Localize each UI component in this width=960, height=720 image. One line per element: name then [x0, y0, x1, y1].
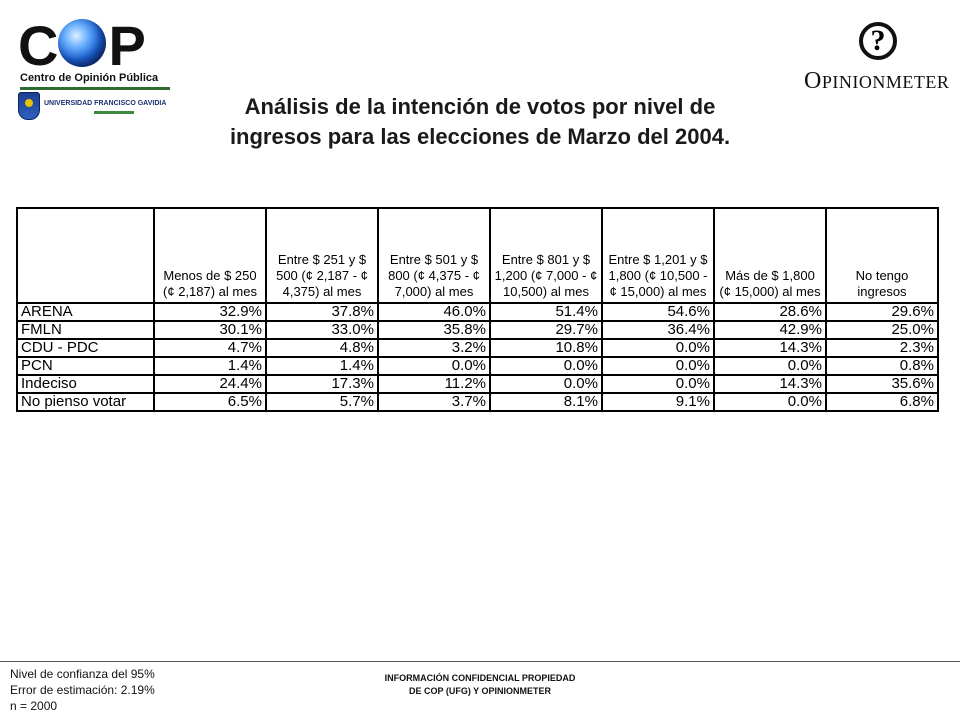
table-cell: 0.0%	[713, 356, 827, 376]
table-row: FMLN 30.1% 33.0% 35.8% 29.7% 36.4% 42.9%…	[16, 320, 939, 340]
table-cell: 4.8%	[265, 338, 379, 358]
table-row: PCN 1.4% 1.4% 0.0% 0.0% 0.0% 0.0% 0.8%	[16, 356, 939, 376]
opinionmeter-logo: ? OPINIONMETER	[800, 18, 950, 98]
globe-icon	[58, 19, 107, 67]
row-label: No pienso votar	[16, 392, 155, 412]
table-cell: 29.6%	[825, 302, 939, 322]
table-cell: 46.0%	[377, 302, 491, 322]
results-table: Menos de $ 250 (¢ 2,187) al mes Entre $ …	[16, 207, 939, 412]
title-line-2: ingresos para las elecciones de Marzo de…	[229, 124, 731, 149]
table-cell: 29.7%	[489, 320, 603, 340]
university-accent-bar	[94, 111, 134, 114]
table-cell: 5.7%	[265, 392, 379, 412]
table-cell: 30.1%	[153, 320, 267, 340]
table-row: Indeciso 24.4% 17.3% 11.2% 0.0% 0.0% 14.…	[16, 374, 939, 394]
table-cell: 42.9%	[713, 320, 827, 340]
table-cell: 0.0%	[377, 356, 491, 376]
column-header: No tengo ingresos	[825, 207, 939, 304]
column-header: Entre $ 501 y $ 800 (¢ 4,375 - ¢ 7,000) …	[377, 207, 491, 304]
table-cell: 11.2%	[377, 374, 491, 394]
table-cell: 10.8%	[489, 338, 603, 358]
table-header-row: Menos de $ 250 (¢ 2,187) al mes Entre $ …	[16, 207, 939, 304]
table-cell: 8.1%	[489, 392, 603, 412]
table-cell: 37.8%	[265, 302, 379, 322]
table-cell: 3.7%	[377, 392, 491, 412]
ufg-crest-icon	[18, 92, 40, 120]
confidentiality-notice: INFORMACIÓN CONFIDENCIAL PROPIEDAD DE CO…	[384, 673, 576, 696]
table-row: No pienso votar 6.5% 5.7% 3.7% 8.1% 9.1%…	[16, 392, 939, 412]
estimation-error: Error de estimación: 2.19%	[10, 683, 155, 697]
table-cell: 2.3%	[825, 338, 939, 358]
table-cell: 6.5%	[153, 392, 267, 412]
title-line-1: Análisis de la intención de votos por ni…	[244, 94, 716, 119]
row-label: CDU - PDC	[16, 338, 155, 358]
column-header: Más de $ 1,800 (¢ 15,000) al mes	[713, 207, 827, 304]
cop-subtitle: Centro de Opinión Pública	[20, 72, 159, 84]
table-cell: 0.0%	[713, 392, 827, 412]
table-row: ARENA 32.9% 37.8% 46.0% 51.4% 54.6% 28.6…	[16, 302, 939, 322]
table-cell: 33.0%	[265, 320, 379, 340]
table-cell: 14.3%	[713, 338, 827, 358]
opinionmeter-wordmark: OPINIONMETER	[804, 68, 950, 94]
survey-notes: Nivel de confianza del 95% Error de esti…	[10, 666, 155, 714]
table-cell: 0.0%	[601, 338, 715, 358]
row-label: ARENA	[16, 302, 155, 322]
table-cell: 9.1%	[601, 392, 715, 412]
table-cell: 54.6%	[601, 302, 715, 322]
table-cell: 25.0%	[825, 320, 939, 340]
footer-divider	[0, 661, 960, 662]
table-cell: 4.7%	[153, 338, 267, 358]
column-header: Entre $ 801 y $ 1,200 (¢ 7,000 - ¢ 10,50…	[489, 207, 603, 304]
table-cell: 51.4%	[489, 302, 603, 322]
column-header	[16, 207, 155, 304]
table-row: CDU - PDC 4.7% 4.8% 3.2% 10.8% 0.0% 14.3…	[16, 338, 939, 358]
table-cell: 1.4%	[153, 356, 267, 376]
table-cell: 14.3%	[713, 374, 827, 394]
table-cell: 17.3%	[265, 374, 379, 394]
column-header: Entre $ 1,201 y $ 1,800 (¢ 10,500 - ¢ 15…	[601, 207, 715, 304]
column-header: Menos de $ 250 (¢ 2,187) al mes	[153, 207, 267, 304]
table-cell: 6.8%	[825, 392, 939, 412]
table-cell: 0.0%	[489, 356, 603, 376]
row-label: Indeciso	[16, 374, 155, 394]
table-cell: 36.4%	[601, 320, 715, 340]
cop-divider	[20, 87, 170, 90]
row-label: FMLN	[16, 320, 155, 340]
table-cell: 35.6%	[825, 374, 939, 394]
table-cell: 3.2%	[377, 338, 491, 358]
question-mark-icon: ?	[859, 22, 897, 60]
table-cell: 0.8%	[825, 356, 939, 376]
page-title: Análisis de la intención de votos por ni…	[160, 92, 800, 152]
sample-size: n = 2000	[10, 699, 58, 713]
table-cell: 1.4%	[265, 356, 379, 376]
table-cell: 24.4%	[153, 374, 267, 394]
confidence-level: Nivel de confianza del 95%	[10, 667, 155, 681]
table-cell: 28.6%	[713, 302, 827, 322]
table-cell: 0.0%	[489, 374, 603, 394]
column-header: Entre $ 251 y $ 500 (¢ 2,187 - ¢ 4,375) …	[265, 207, 379, 304]
table-cell: 35.8%	[377, 320, 491, 340]
row-label: PCN	[16, 356, 155, 376]
table-cell: 0.0%	[601, 356, 715, 376]
table-cell: 32.9%	[153, 302, 267, 322]
university-name: UNIVERSIDAD FRANCISCO GAVIDIA	[44, 100, 167, 107]
table-cell: 0.0%	[601, 374, 715, 394]
